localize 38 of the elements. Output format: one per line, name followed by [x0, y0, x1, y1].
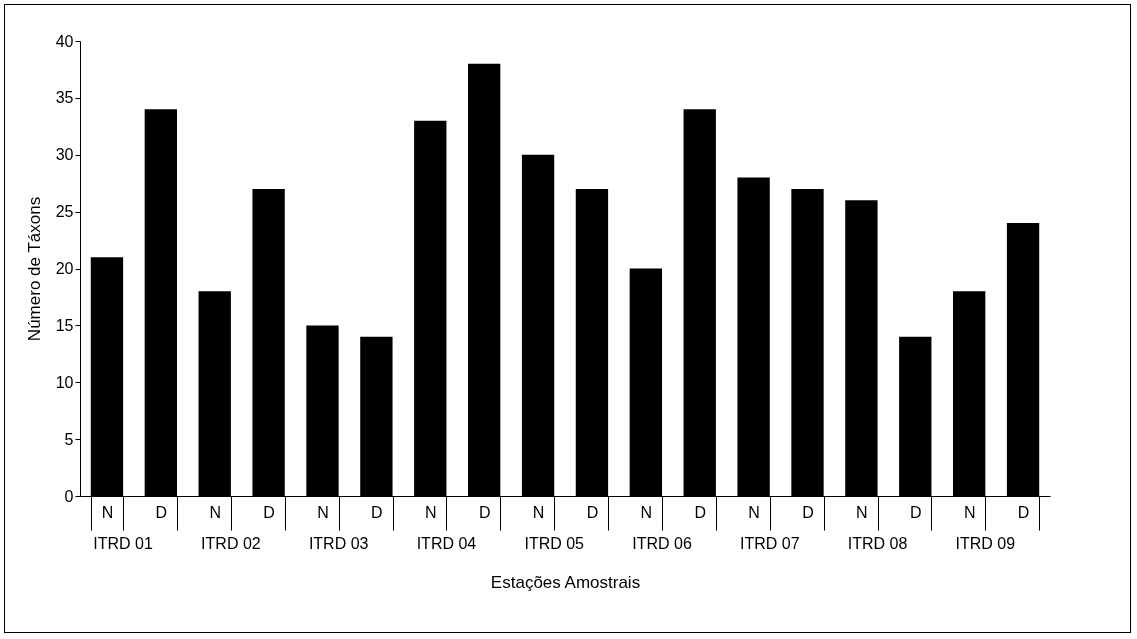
- x-tick-label: D: [910, 503, 922, 521]
- x-tick-label: D: [586, 503, 599, 521]
- x-tick-label: N: [425, 503, 437, 521]
- text: ITRD 05: [524, 535, 585, 552]
- x-tick-label: D: [694, 503, 706, 521]
- text: ITRD 08: [847, 535, 908, 552]
- y-tick-label: 35: [55, 89, 74, 107]
- x-tick-label: N: [963, 503, 976, 521]
- y-tick-label: 40: [55, 32, 74, 50]
- y-axis-title: Número de Táxons: [24, 196, 44, 342]
- y-tick-label: 15: [55, 316, 74, 334]
- y-tick-label: 5: [64, 430, 74, 448]
- x-tick-label: N: [532, 503, 545, 521]
- x-tick-label: D: [371, 503, 383, 521]
- x-tick-label: N: [317, 503, 329, 521]
- text: ITRD 04: [416, 535, 477, 552]
- text: ITRD 01: [93, 535, 153, 552]
- y-tick-label: 20: [55, 260, 74, 277]
- text: ITRD 07: [739, 535, 800, 552]
- x-tick-label: N: [856, 503, 868, 521]
- y-tick-label: 25: [55, 203, 74, 221]
- y-tick-label: 10: [55, 373, 74, 391]
- x-tick-label: D: [1017, 503, 1030, 521]
- text: ITRD 06: [632, 535, 692, 552]
- x-tick-label: D: [478, 503, 491, 521]
- x-tick-label: D: [263, 503, 275, 521]
- text: ITRD 02: [201, 535, 261, 552]
- x-tick-label: N: [640, 503, 653, 521]
- x-tick-label: N: [101, 503, 114, 521]
- text: ITRD 03: [308, 535, 369, 552]
- x-tick-label: D: [155, 503, 168, 521]
- text: ITRD 09: [955, 535, 1016, 552]
- y-tick-label: 30: [55, 146, 74, 164]
- x-tick-label: D: [802, 503, 814, 521]
- x-axis-title: Estações Amostrais: [490, 573, 641, 592]
- x-tick-label: N: [748, 503, 760, 521]
- y-tick-label: 0: [64, 487, 74, 505]
- x-tick-label: N: [209, 503, 221, 521]
